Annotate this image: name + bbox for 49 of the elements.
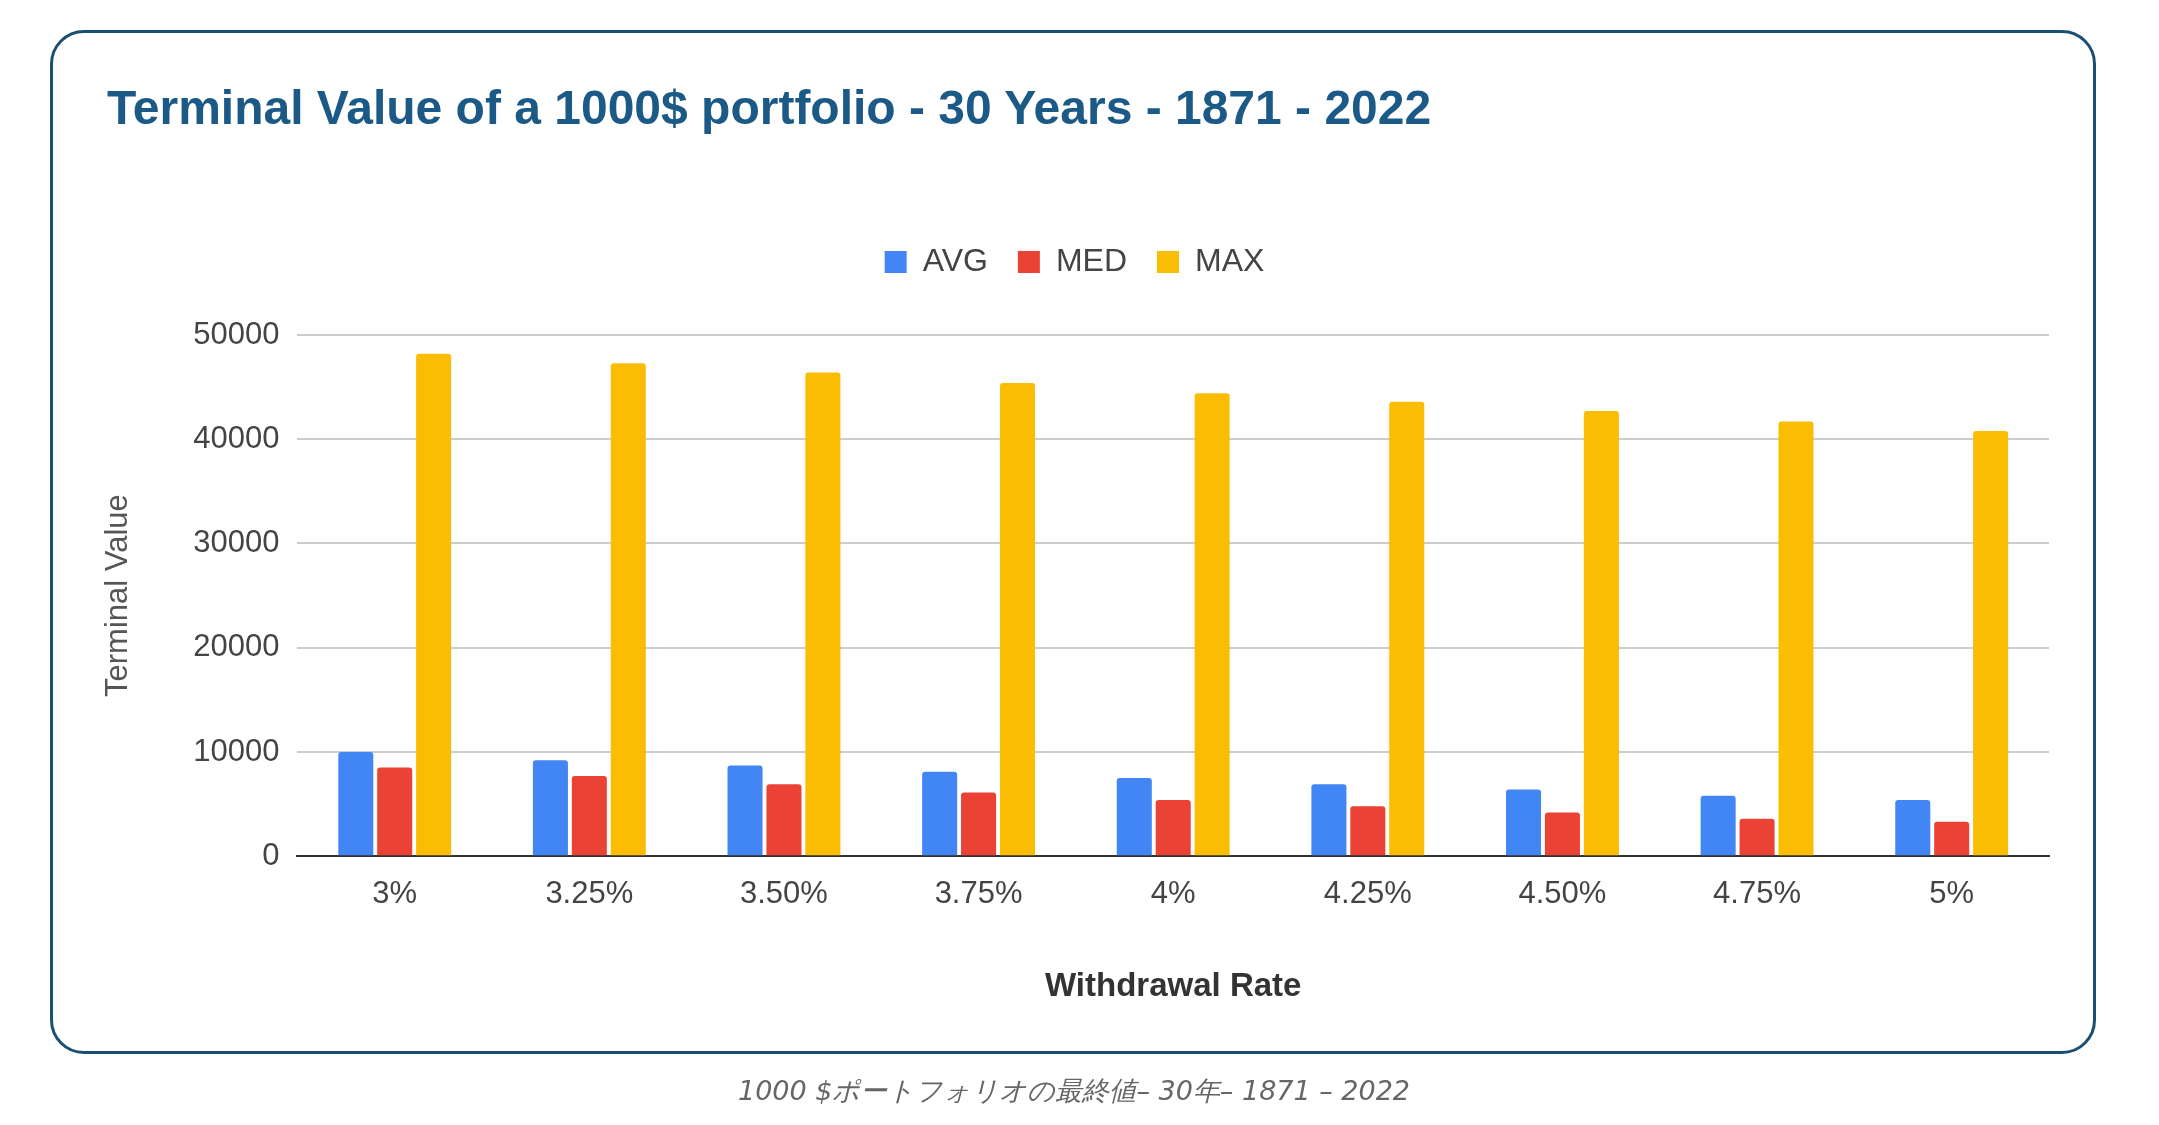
chart-title: Terminal Value of a 1000$ portfolio - 30 Years - 1871 - 2022: [107, 81, 1432, 134]
bar: [1116, 778, 1152, 856]
bar: [377, 767, 413, 856]
bar: [1350, 806, 1386, 856]
y-tick-label: 10000: [193, 732, 280, 768]
bar: [571, 775, 607, 856]
bar: [999, 382, 1036, 856]
x-axis-title: Withdrawal Rate: [1044, 966, 1302, 1004]
bar: [338, 751, 374, 856]
x-tick-label: 3.75%: [934, 875, 1023, 911]
bar: [1506, 789, 1542, 856]
y-tick-label: 30000: [193, 524, 280, 560]
x-tick-label: 3.25%: [545, 875, 634, 911]
bar: [805, 372, 841, 856]
legend-label: MED: [1055, 241, 1127, 278]
bar: [961, 792, 997, 856]
bar: [1700, 795, 1736, 856]
bar: [1739, 818, 1775, 856]
legend-label: MAX: [1194, 241, 1265, 278]
text: 1000 $ポートフォリオの最終値– 30年– 1871 – 2022: [736, 1075, 1412, 1108]
bar: [1389, 401, 1425, 856]
x-tick-label: 5%: [1929, 875, 1975, 911]
x-tick-label: 3%: [372, 875, 418, 911]
y-tick-label: 20000: [193, 628, 280, 664]
bar: [1778, 421, 1814, 856]
bar: [1934, 821, 1970, 856]
legend-label: AVG: [922, 241, 988, 278]
x-tick-label: 4.75%: [1713, 875, 1802, 911]
bar: [1895, 799, 1931, 856]
y-axis-title: Terminal Value: [99, 494, 135, 697]
x-tick-label: 4.25%: [1323, 875, 1412, 911]
bar: [532, 760, 568, 856]
bar: [922, 771, 958, 856]
bar: [1973, 430, 2009, 856]
bar: [1583, 411, 1619, 856]
bar: [1544, 812, 1580, 856]
bar: [1311, 784, 1347, 856]
y-tick-label: 50000: [193, 315, 280, 351]
bar: [766, 784, 802, 856]
bar: [416, 353, 452, 856]
x-tick-label: 3.50%: [740, 875, 828, 911]
y-tick-label: 40000: [193, 419, 280, 455]
x-tick-label: 4%: [1150, 875, 1196, 911]
bar: [1155, 799, 1191, 856]
y-tick-label: 0: [262, 836, 280, 872]
x-tick-label: 4.50%: [1518, 875, 1607, 911]
bar: [1194, 393, 1230, 856]
bar: [727, 765, 763, 856]
bar: [610, 363, 646, 856]
